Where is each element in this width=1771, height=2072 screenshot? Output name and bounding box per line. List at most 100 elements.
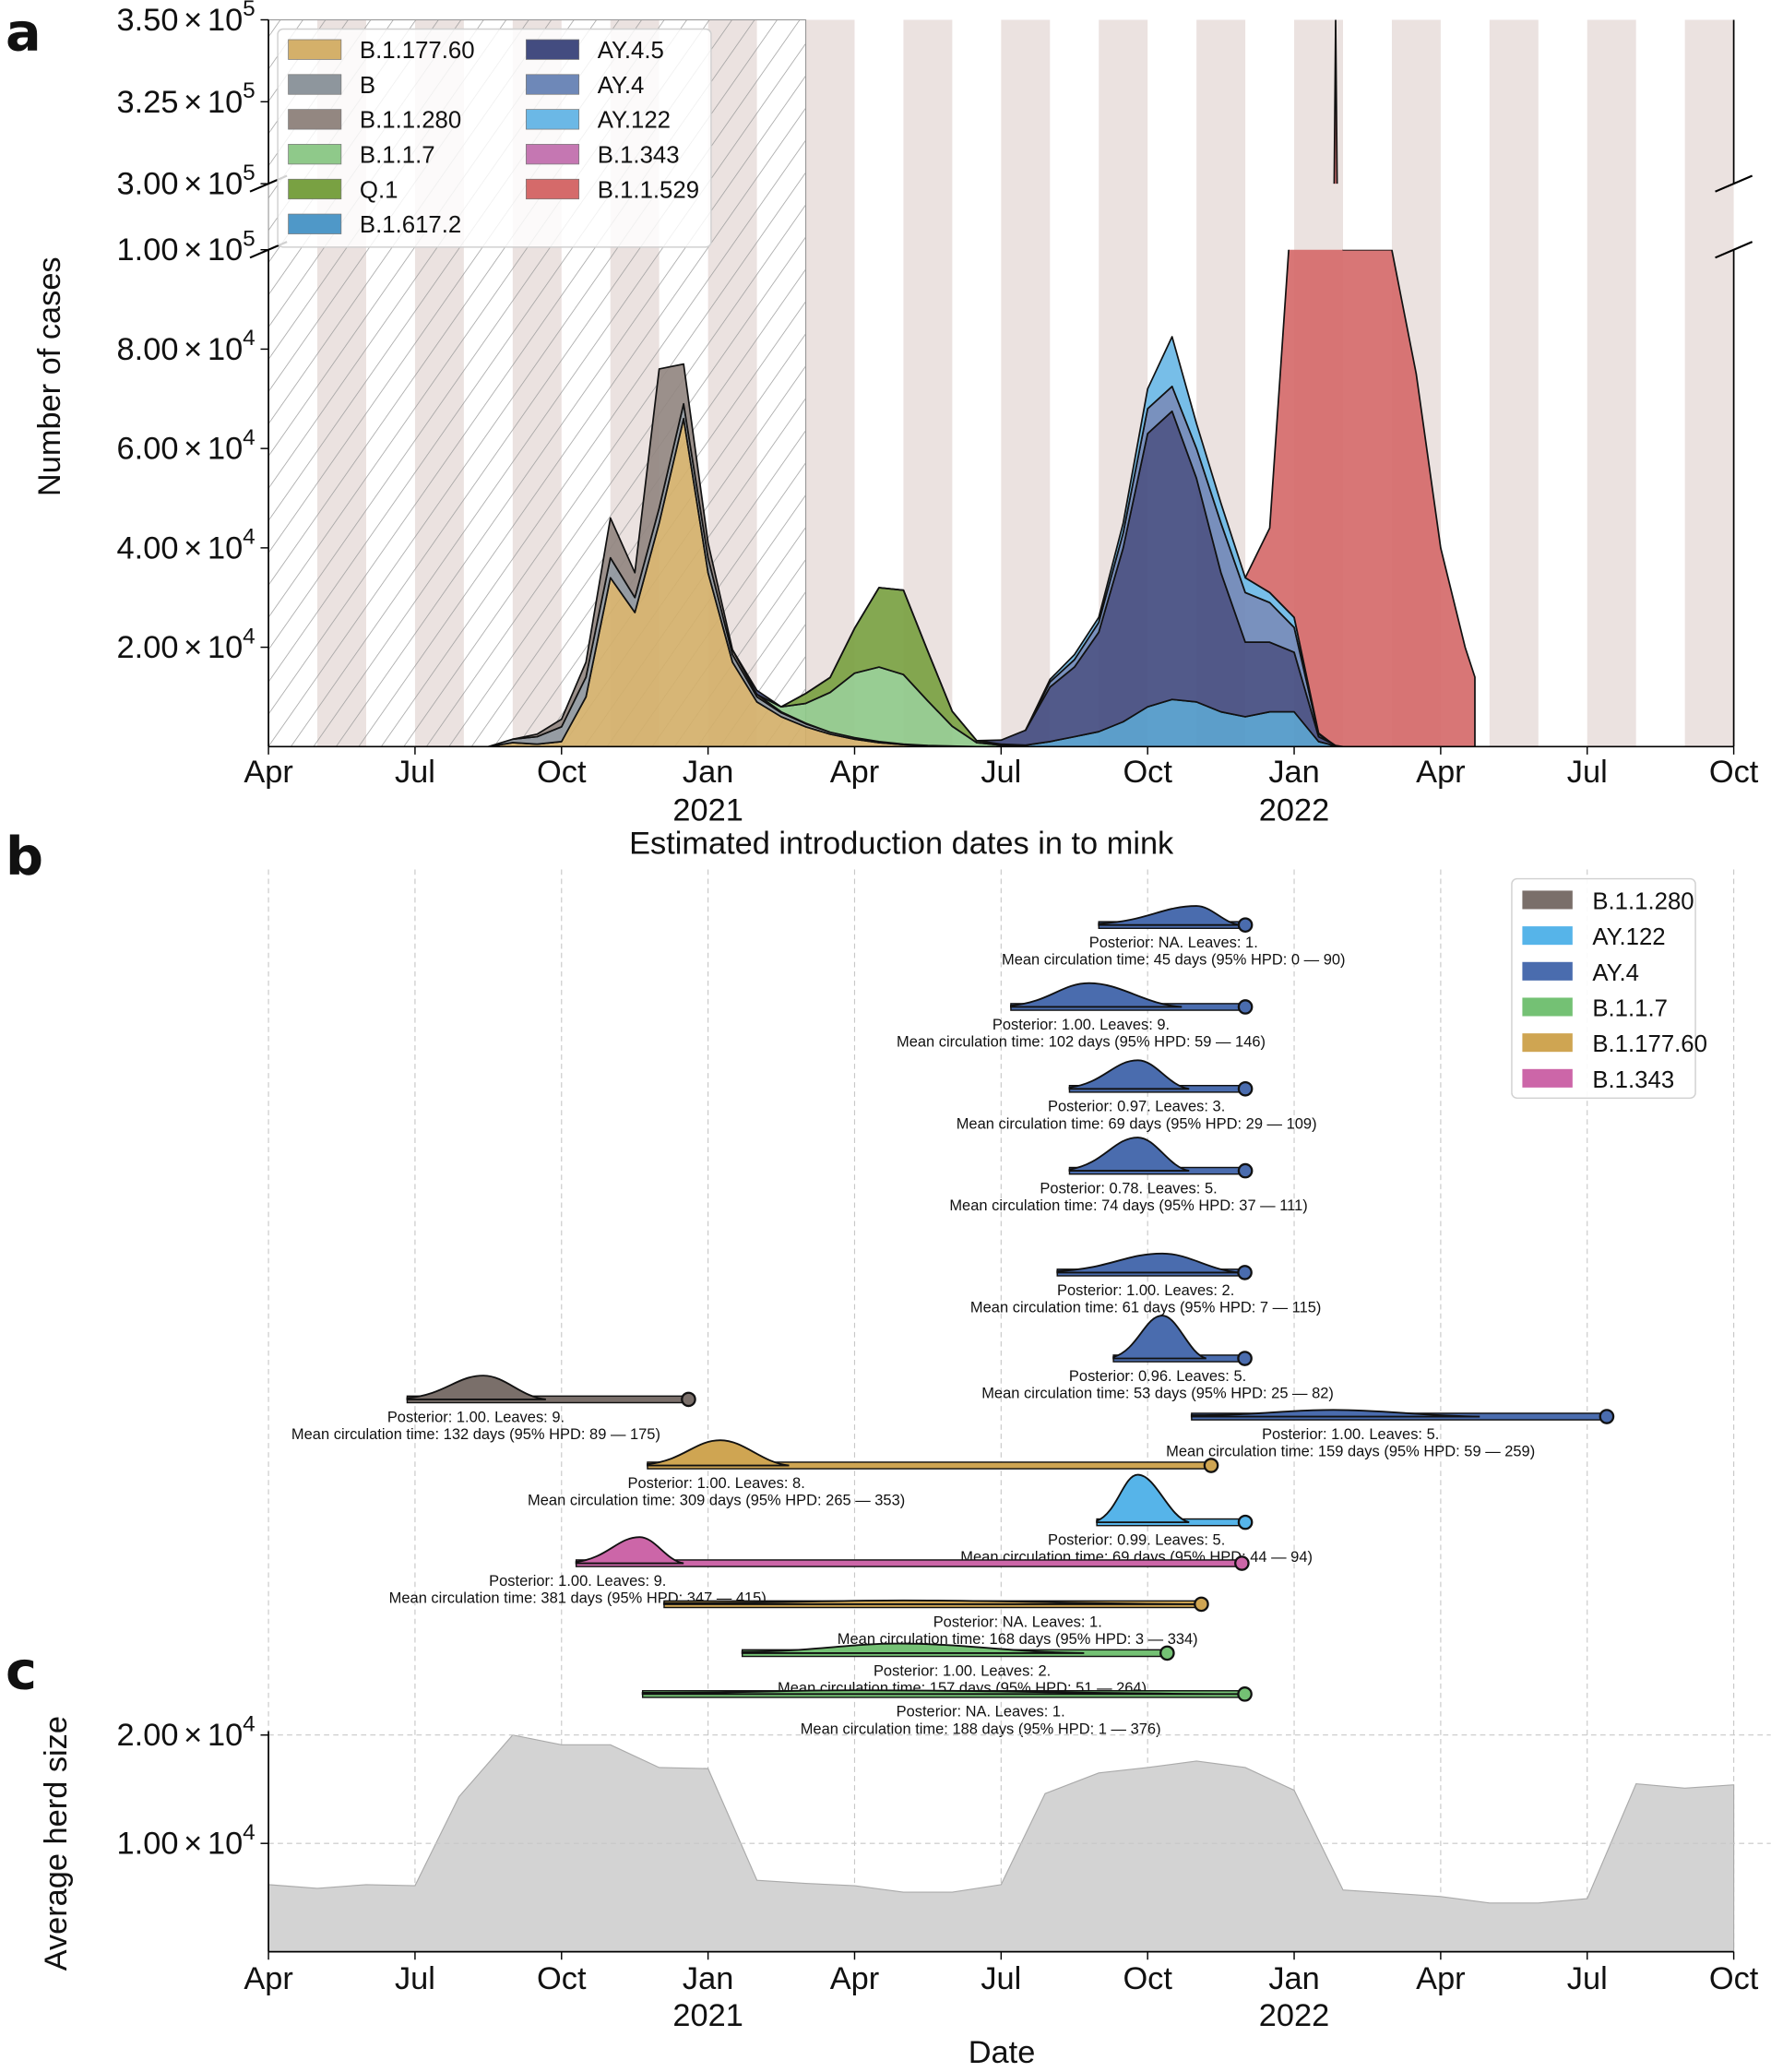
tick-mantissa: 8.00: [117, 332, 179, 367]
tick-times: ×: [184, 85, 202, 120]
tick-times: ×: [184, 3, 202, 38]
panel-label-c: c: [6, 1640, 37, 1702]
density-curve: [1112, 1315, 1207, 1360]
legend-label: AY.122: [598, 108, 671, 134]
x-tick-label: Jan: [1268, 755, 1319, 790]
circulation-label: Mean circulation time: 309 days (95% HPD…: [528, 1493, 905, 1509]
cluster-ridge: Posterior: 0.96. Leaves: 5.Mean circulat…: [981, 1315, 1334, 1401]
legend-swatch: [288, 74, 342, 95]
cluster-ridge: Posterior: 1.00. Leaves: 5.Mean circulat…: [1166, 1409, 1615, 1460]
x-tick-label: Oct: [1709, 755, 1759, 790]
tick-base: 10: [208, 1718, 243, 1753]
area-layer: [487, 249, 1476, 747]
tick-exponent: 4: [243, 425, 256, 450]
sample-marker: [1237, 1080, 1254, 1097]
legend-swatch: [526, 109, 580, 130]
area-B-1-1-529: [1244, 249, 1476, 747]
tick-exponent: 4: [243, 624, 256, 649]
legend-swatch: [526, 39, 580, 60]
tick-exponent: 4: [243, 1820, 256, 1845]
tick-base: 10: [208, 85, 243, 120]
sample-marker: [1237, 1686, 1253, 1702]
tick-exponent: 4: [243, 1711, 256, 1736]
tick-mantissa: 4.00: [117, 530, 179, 566]
circulation-label: Mean circulation time: 102 days (95% HPD…: [897, 1033, 1266, 1050]
legend-swatch: [288, 178, 342, 200]
legend-swatch: [1522, 961, 1573, 981]
legend-swatch: [526, 178, 580, 200]
tick-base: 10: [208, 3, 243, 38]
sample-marker: [1234, 1555, 1250, 1571]
tick-times: ×: [184, 530, 202, 566]
x-tick-label: Jul: [981, 1961, 1021, 1996]
tick-mantissa: 2.00: [117, 1718, 179, 1753]
x-axis-label: Estimated introduction dates in to mink: [629, 826, 1174, 861]
posterior-label: Posterior: 1.00. Leaves: 2.: [874, 1662, 1051, 1679]
legend-swatch: [288, 39, 342, 60]
tick-base: 10: [208, 630, 243, 665]
legend-label: AY.4.5: [598, 38, 664, 64]
panel-label-a: a: [6, 1, 42, 63]
x-tick-year: 2021: [672, 1998, 743, 2033]
tick-base: 10: [208, 232, 243, 268]
density-curve: [641, 1689, 1241, 1696]
tick-exponent: 5: [243, 226, 256, 251]
tick-times: ×: [184, 1827, 202, 1862]
cluster-ridge: Posterior: 0.99. Leaves: 5.Mean circulat…: [960, 1473, 1313, 1566]
axis-break-mark: [1715, 174, 1753, 193]
density-curve: [406, 1375, 546, 1400]
posterior-label: Posterior: 1.00. Leaves: 2.: [1057, 1282, 1234, 1299]
circulation-label: Mean circulation time: 188 days (95% HPD…: [801, 1721, 1161, 1737]
tick-mantissa: 3.00: [117, 167, 179, 202]
legend-label: B: [360, 73, 375, 99]
legend-label: B.1.1.280: [1592, 888, 1694, 914]
x-tick-year: 2021: [672, 793, 743, 828]
x-tick-label: Jul: [981, 755, 1021, 790]
circulation-label: Mean circulation time: 168 days (95% HPD…: [838, 1631, 1198, 1648]
tick-times: ×: [184, 232, 202, 268]
tick-base: 10: [208, 1827, 243, 1862]
circulation-label: Mean circulation time: 69 days (95% HPD:…: [957, 1115, 1317, 1132]
legend-swatch: [288, 213, 342, 234]
tick-mantissa: 2.00: [117, 630, 179, 665]
circulation-label: Mean circulation time: 45 days (95% HPD:…: [1002, 952, 1346, 969]
posterior-label: Posterior: 1.00. Leaves: 5.: [1262, 1426, 1439, 1443]
density-curve: [647, 1439, 790, 1467]
cluster-ridge: Posterior: 0.78. Leaves: 5.Mean circulat…: [949, 1137, 1308, 1214]
x-tick-label: Jul: [395, 1961, 435, 1996]
tick-times: ×: [184, 167, 202, 202]
x-tick-label: Apr: [1416, 755, 1465, 790]
x-tick-label: Apr: [244, 755, 292, 790]
tick-times: ×: [184, 630, 202, 665]
density-curve: [1190, 1409, 1480, 1418]
tick-base: 10: [208, 332, 243, 367]
sample-marker: [1237, 1351, 1253, 1366]
legend-swatch: [1522, 1033, 1573, 1053]
cluster-ridge: Posterior: 1.00. Leaves: 8.Mean circulat…: [528, 1439, 1219, 1509]
tick-mantissa: 6.00: [117, 432, 179, 467]
tick-base: 10: [208, 167, 243, 202]
circulation-label: Mean circulation time: 132 days (95% HPD…: [291, 1426, 660, 1443]
x-tick-label: Jul: [1567, 1961, 1608, 1996]
legend-b: B.1.1.280 AY.122 AY.4 B.1.1.7 B.1.177.60 B.1.…: [1511, 877, 1707, 1100]
density-curve: [663, 1599, 1197, 1605]
area-B-1-1-529: [1333, 19, 1338, 185]
posterior-label: Posterior: NA. Leaves: 1.: [897, 1704, 1065, 1721]
legend-label: B.1.177.60: [1592, 1031, 1707, 1057]
tick-times: ×: [184, 1718, 202, 1753]
sample-marker: [1194, 1596, 1209, 1613]
legend-a: B.1.177.60 B B.1.1.280 B.1.1.7 Q.1 B.1.617.2 A…: [277, 28, 712, 248]
panel-label-b: b: [6, 826, 43, 887]
cluster-ridge: Posterior: NA. Leaves: 1.Mean circulatio…: [641, 1686, 1253, 1737]
y-tick-label: 2.00 × 104: [117, 624, 256, 665]
legend-label: AY.4: [598, 73, 645, 99]
sample-marker: [1237, 999, 1254, 1015]
x-tick-label: Oct: [537, 755, 587, 790]
area-B-1-1-280: [513, 914, 830, 1161]
y-tick-label: 3.50 × 105: [117, 0, 256, 38]
posterior-label: Posterior: NA. Leaves: 1.: [1089, 935, 1258, 951]
y-tick-label: 1.00 × 104: [117, 1820, 256, 1862]
density-curve: [575, 1536, 684, 1565]
